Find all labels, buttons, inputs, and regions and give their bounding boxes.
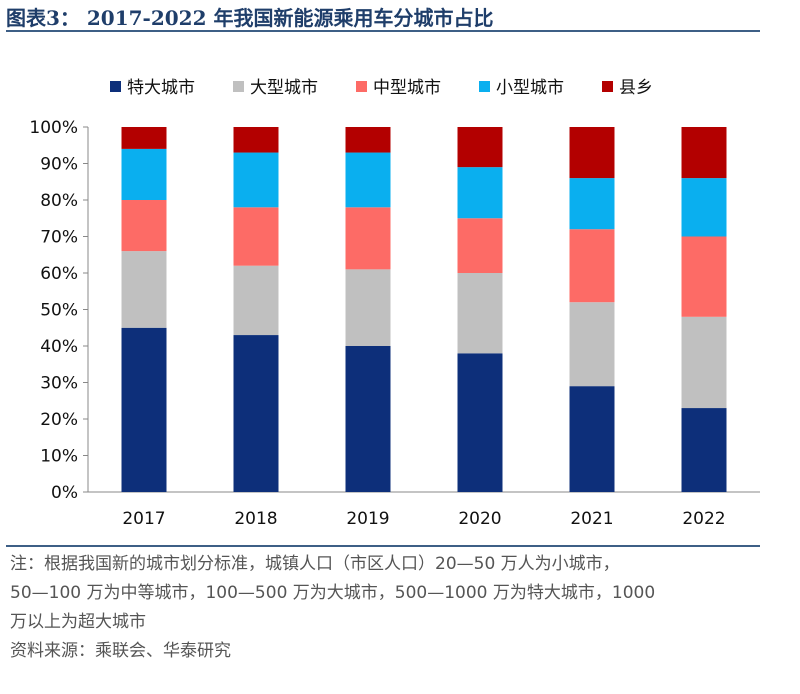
source-line: 资料来源：乘联会、华泰研究 [10,641,231,661]
legend-swatch [233,81,244,92]
bar-segment-2020-中型城市 [457,218,503,273]
bar-segment-2017-县乡 [121,127,167,149]
legend-swatch [602,81,613,92]
x-tick-label: 2020 [458,509,501,529]
y-tick-label: 50% [40,301,78,321]
legend-swatch [479,81,490,92]
bar-segment-2022-小型城市 [681,178,727,237]
bar-segment-2021-特大城市 [569,386,615,492]
bar-segment-2021-中型城市 [569,229,615,303]
bar-segment-2020-特大城市 [457,353,503,492]
note-line: 50—100 万为中等城市，100—500 万为大城市，500—1000 万为特… [10,583,656,603]
y-tick-label: 20% [40,410,78,430]
bar-segment-2017-大型城市 [121,251,167,328]
legend-label: 特大城市 [127,78,195,98]
x-tick-label: 2017 [122,509,165,529]
bar-segment-2018-县乡 [233,127,279,153]
y-tick-label: 0% [51,483,78,503]
bar-segment-2021-县乡 [569,127,615,179]
y-tick-label: 100% [29,118,78,138]
bar-segment-2020-小型城市 [457,167,503,219]
bar-segment-2022-中型城市 [681,236,727,317]
notes: 注：根据我国新的城市划分标准，城镇人口（市区人口）20—50 万人为小城市， 5… [10,550,770,666]
bar-segment-2021-小型城市 [569,178,615,230]
bar-segment-2019-县乡 [345,127,391,153]
y-tick-label: 30% [40,374,78,394]
bar-segment-2017-中型城市 [121,200,167,252]
bar-segment-2022-大型城市 [681,316,727,409]
bar-segment-2018-大型城市 [233,265,279,336]
bar-segment-2019-中型城市 [345,207,391,270]
y-tick-label: 80% [40,191,78,211]
y-tick-label: 60% [40,264,78,284]
legend-label: 小型城市 [496,78,564,98]
legend-label: 大型城市 [250,78,318,98]
bar-segment-2020-县乡 [457,127,503,168]
bar-segment-2018-小型城市 [233,152,279,208]
x-tick-label: 2021 [570,509,613,529]
note-line: 万以上为超大城市 [10,612,146,632]
bar-segment-2017-特大城市 [121,327,167,492]
y-tick-label: 40% [40,337,78,357]
x-tick-label: 2022 [682,509,725,529]
bar-segment-2022-县乡 [681,127,727,179]
bar-segment-2021-大型城市 [569,302,615,387]
bar-segment-2019-大型城市 [345,269,391,346]
x-tick-label: 2018 [234,509,277,529]
legend-swatch [356,81,367,92]
notes-rule [6,545,760,547]
bar-segment-2018-中型城市 [233,207,279,266]
chart-title: 图表3： 2017-2022 年我国新能源乘用车分城市占比 [6,6,494,30]
note-line: 注：根据我国新的城市划分标准，城镇人口（市区人口）20—50 万人为小城市， [10,554,620,574]
bar-segment-2019-小型城市 [345,152,391,208]
bar-segment-2019-特大城市 [345,346,391,492]
legend-label: 县乡 [619,78,653,98]
bar-segment-2017-小型城市 [121,148,167,200]
title-rule [6,30,760,32]
stacked-bar-chart: 0% 10% 20% 30% 40% 50% 60% 70% 80% 90% 100% 2017 201… [29,78,760,529]
bar-segment-2018-特大城市 [233,335,279,492]
bar-segment-2022-特大城市 [681,408,727,492]
y-tick-label: 90% [40,155,78,175]
y-tick-label: 70% [40,228,78,248]
legend-label: 中型城市 [373,78,441,98]
legend-swatch [110,81,121,92]
y-tick-label: 10% [40,447,78,467]
x-tick-label: 2019 [346,509,389,529]
bar-segment-2020-大型城市 [457,273,503,354]
